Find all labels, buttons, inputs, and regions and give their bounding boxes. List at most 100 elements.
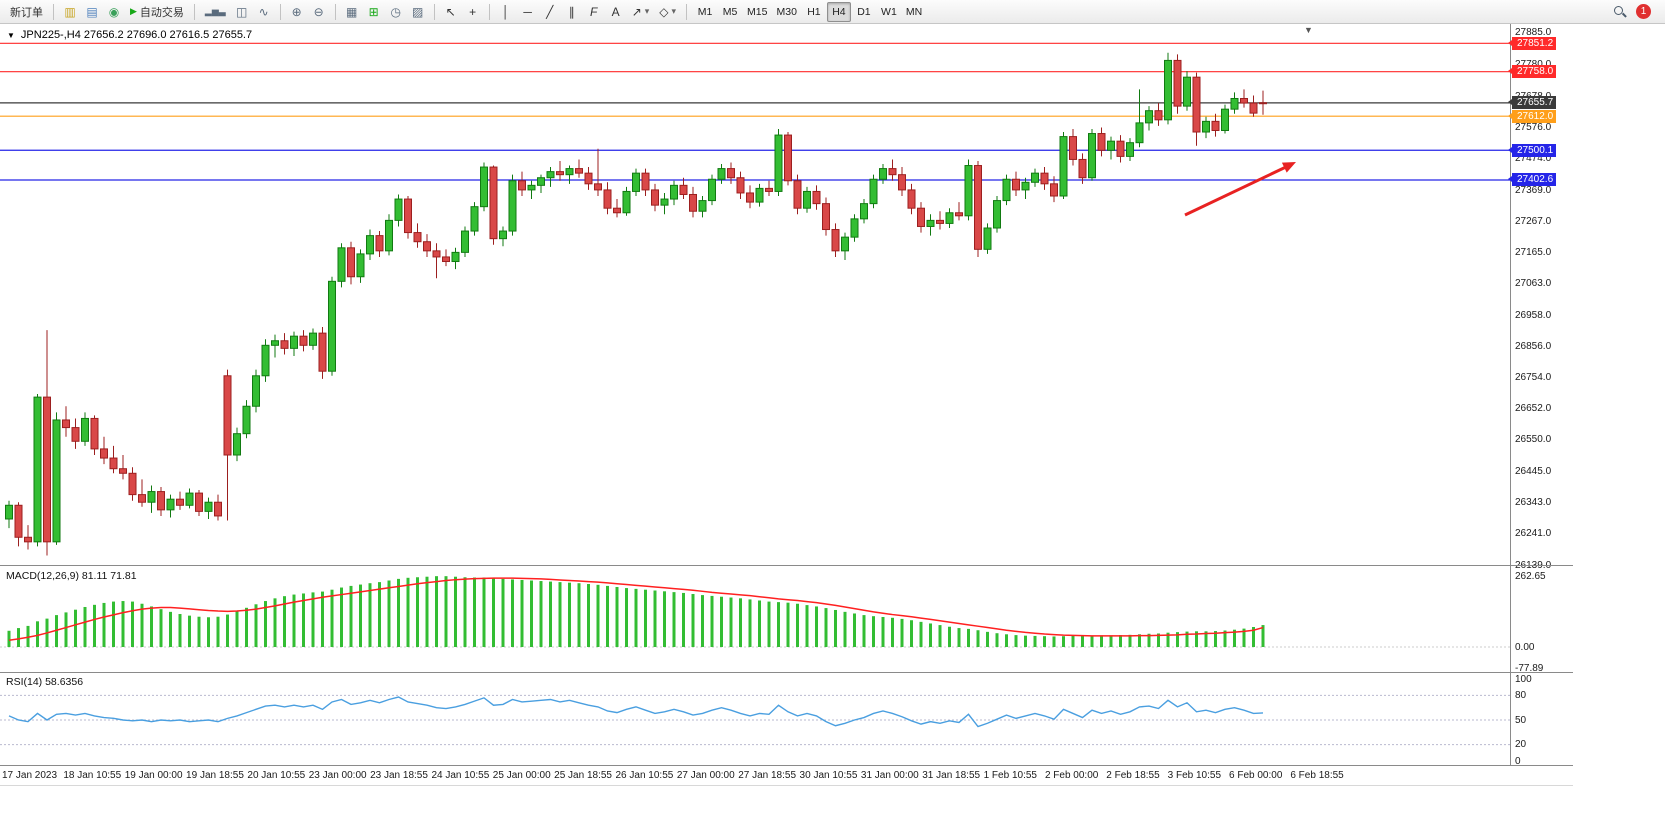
candle [670, 180, 678, 206]
arrows-tool-button[interactable]: ↗ ▾ [628, 2, 654, 22]
bar-chart-button[interactable]: ▂▅▃ [201, 2, 230, 22]
macd-bar [1242, 628, 1246, 647]
timeframe-button-h1[interactable]: H1 [807, 5, 821, 18]
candle-body [119, 468, 127, 474]
candle-body [736, 177, 745, 194]
time-axis[interactable]: 17 Jan 2023 18 Jan 10:55 19 Jan 00:00 19 Ja… [0, 765, 1573, 786]
candle-body [43, 396, 51, 543]
notification-badge[interactable]: 1 [1636, 4, 1651, 19]
collapse-triangle-icon[interactable]: ▼ [7, 30, 15, 40]
macd-bar [1233, 629, 1236, 647]
fibonacci-tool-button[interactable]: F [584, 2, 604, 22]
candle-body [1012, 178, 1020, 191]
macd-bar [254, 604, 258, 647]
price-line-badge-27612.0[interactable]: 27612.0 [1507, 109, 1557, 123]
candle [841, 232, 849, 260]
crosshair-tool-button[interactable]: + [463, 2, 483, 22]
channel-tool-button[interactable]: ∥ [562, 2, 582, 22]
price-line-badge-27758.0[interactable]: 27758.0 [1507, 65, 1557, 79]
trendline-tool-button[interactable]: ╱ [540, 2, 560, 22]
macd-bar [435, 576, 438, 647]
text-tool-button[interactable]: A [606, 2, 626, 22]
candle-body [803, 190, 811, 209]
time-label: 3 Feb 10:55 [1167, 770, 1222, 781]
chart-shift-marker-icon[interactable]: ▼ [1304, 25, 1313, 35]
macd-bar [691, 594, 695, 647]
price-tick-label: 27165.0 [1515, 246, 1552, 258]
candle-body [290, 335, 298, 349]
macd-bar [264, 601, 267, 647]
time-label: 30 Jan 10:55 [799, 770, 858, 781]
candle-body [242, 405, 251, 435]
candle-body [556, 171, 564, 176]
trend-arrow-head-icon[interactable] [1281, 162, 1296, 173]
candle [1183, 71, 1191, 111]
macd-bar [644, 589, 647, 647]
zoom-out-button[interactable]: ⊖ [309, 2, 329, 22]
candle-body [774, 134, 783, 192]
macd-bar [520, 579, 524, 647]
candle-body [480, 166, 488, 208]
autotrading-button[interactable]: ▶ 自动交易 [126, 2, 188, 22]
navigator-button[interactable]: ◉ [104, 2, 124, 22]
panel-separator[interactable] [0, 565, 1573, 566]
panel-separator[interactable] [0, 672, 1573, 673]
price-line-badge-27402.6[interactable]: 27402.6 [1507, 173, 1557, 187]
candle-body [841, 236, 849, 252]
candle [651, 183, 659, 212]
cursor-tool-button[interactable]: ↖ [441, 2, 461, 22]
zoom-in-button[interactable]: ⊕ [287, 2, 307, 22]
shapes-tool-button[interactable]: ◇ ▾ [655, 2, 680, 22]
timeframe-button-d1[interactable]: D1 [857, 5, 871, 18]
indicators-button[interactable]: ⊞ [364, 2, 384, 22]
candle [660, 192, 669, 215]
price-line-badge-27655.7[interactable]: 27655.7 [1507, 96, 1557, 110]
timeframe-button-w1[interactable]: W1 [881, 5, 897, 18]
tile-windows-button[interactable]: ▦ [342, 2, 362, 22]
channel-icon: ∥ [568, 4, 575, 19]
time-label: 20 Jan 10:55 [247, 770, 306, 781]
candle-chart-button[interactable]: ◫ [232, 2, 252, 22]
timeframe-button-m1[interactable]: M1 [697, 5, 713, 18]
time-label: 24 Jan 10:55 [431, 770, 490, 781]
candle [831, 223, 840, 257]
price-line-badge-27500.1[interactable]: 27500.1 [1507, 143, 1557, 157]
candle-body [651, 189, 659, 206]
timeframe-button-mn[interactable]: MN [905, 5, 923, 18]
data-window-button[interactable]: ▤ [82, 2, 102, 22]
candle [394, 194, 403, 227]
candle [109, 445, 118, 474]
chart-title: ▼ JPN225-,H4 27656.2 27696.0 27616.5 276… [7, 29, 252, 41]
timeframe-button-m15[interactable]: M15 [747, 5, 768, 18]
timeframe-button-m5[interactable]: M5 [722, 5, 738, 18]
candle [888, 159, 897, 181]
search-button[interactable] [1609, 2, 1630, 22]
candle-body [1230, 97, 1239, 110]
timeframe-button-m30[interactable]: M30 [776, 5, 797, 18]
search-icon [1613, 5, 1626, 18]
line-chart-button[interactable]: ∿ [254, 2, 274, 22]
timeframe-button-h4[interactable]: H4 [826, 1, 851, 22]
market-watch-button[interactable]: ▥ [60, 2, 80, 22]
candle-body [166, 498, 175, 511]
price-line-badge-27851.2[interactable]: 27851.2 [1507, 36, 1557, 50]
candle-body [869, 178, 878, 205]
candle [166, 494, 175, 518]
chart-canvas[interactable] [0, 24, 1510, 765]
candle-body [1202, 120, 1210, 133]
macd-bar [235, 611, 239, 647]
macd-label: MACD(12,26,9) 81.11 71.81 [6, 570, 137, 582]
new-order-button[interactable]: 新订单 [6, 2, 47, 22]
templates-button[interactable]: ▨ [408, 2, 428, 22]
macd-bar [729, 597, 733, 647]
horizontal-line-tool-button[interactable]: ─ [518, 2, 538, 22]
periods-button[interactable]: ◷ [386, 2, 406, 22]
macd-bar [834, 609, 837, 647]
candle [1021, 177, 1030, 200]
candle [1249, 95, 1258, 117]
price-axis[interactable]: 27851.2 27758.0 27655.7 27612.0 27500.1 27402… [1507, 24, 1573, 767]
time-label: 31 Jan 18:55 [922, 770, 981, 781]
candle-body [271, 340, 279, 346]
vertical-line-tool-button[interactable]: │ [496, 2, 516, 22]
trend-arrow-line[interactable] [1184, 165, 1288, 217]
